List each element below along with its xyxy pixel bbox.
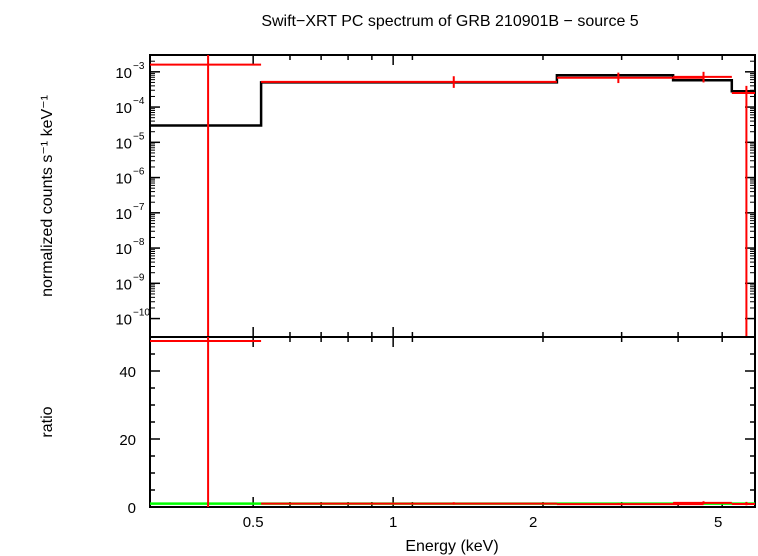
y-tick-label: 0 bbox=[128, 500, 136, 517]
ratio-point bbox=[556, 502, 704, 506]
model-curve bbox=[150, 73, 755, 127]
spectrum-x-ticks bbox=[149, 55, 723, 337]
y-tick-label-exponent: −8 bbox=[133, 237, 145, 248]
x-tick-label: 0.5 bbox=[243, 514, 264, 531]
data-point bbox=[731, 85, 755, 337]
model-step-line bbox=[150, 73, 755, 127]
chart-title: Swift−XRT PC spectrum of GRB 210901B − s… bbox=[261, 13, 638, 30]
y-tick-label: 20 bbox=[119, 432, 136, 449]
ratio-point bbox=[150, 337, 262, 507]
spectrum-plot-frame bbox=[149, 54, 756, 338]
y-tick-label-exponent: −3 bbox=[133, 61, 145, 72]
y-tick-label: 40 bbox=[119, 364, 136, 381]
y-tick-label-exponent: −7 bbox=[133, 202, 145, 213]
ratio-y-ticks: 0 20 40 bbox=[119, 336, 755, 517]
ratio-plot-frame bbox=[149, 336, 756, 508]
y-tick-label: 10 bbox=[115, 276, 132, 293]
x-tick-label: 2 bbox=[529, 514, 537, 531]
y-tick-label-exponent: −9 bbox=[133, 272, 145, 283]
x-tick-label: 1 bbox=[389, 514, 397, 531]
y-tick-label-exponent: −6 bbox=[133, 167, 145, 178]
ratio-point bbox=[261, 502, 557, 505]
y-tick-label-exponent: −5 bbox=[133, 131, 145, 142]
ratio-panel: 0 20 40 0.5 1 2 5 ratio Energy (keV) bbox=[39, 336, 756, 555]
y-tick-label: 10 bbox=[115, 206, 132, 223]
ratio-y-axis-label: ratio bbox=[39, 406, 56, 437]
y-tick-label: 10 bbox=[115, 241, 132, 258]
x-axis-label: Energy (keV) bbox=[405, 538, 498, 555]
spectrum-panel: 10−310−410−510−610−710−810−910−10 normal… bbox=[39, 54, 756, 338]
y-tick-label: 10 bbox=[115, 100, 132, 117]
data-point bbox=[673, 71, 732, 83]
ratio-x-ticks: 0.5 1 2 5 bbox=[149, 337, 723, 531]
data-point bbox=[150, 55, 262, 337]
ratio-point bbox=[673, 501, 732, 505]
data-point bbox=[261, 76, 557, 88]
y-tick-label-exponent: −10 bbox=[133, 308, 150, 319]
spectrum-y-axis-label: normalized counts s⁻¹ keV⁻¹ bbox=[39, 95, 56, 297]
y-tick-label: 10 bbox=[115, 171, 132, 188]
ratio-data-points bbox=[150, 337, 755, 507]
x-tick-label: 5 bbox=[714, 514, 722, 531]
data-points bbox=[150, 55, 755, 337]
y-tick-label: 10 bbox=[115, 312, 132, 329]
y-tick-label: 10 bbox=[115, 65, 132, 82]
ratio-point bbox=[731, 501, 755, 506]
y-tick-label: 10 bbox=[115, 135, 132, 152]
spectrum-y-ticks: 10−310−410−510−610−710−810−910−10 bbox=[115, 54, 755, 329]
y-tick-label-exponent: −4 bbox=[133, 96, 145, 107]
